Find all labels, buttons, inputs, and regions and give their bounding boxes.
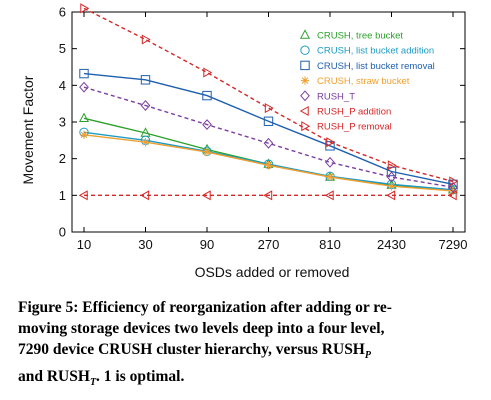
- data-point: [203, 67, 213, 78]
- legend-entry-label: RUSH_P removal: [317, 122, 392, 133]
- legend-marker: [301, 121, 311, 132]
- y-tick-label: 1: [59, 188, 66, 203]
- data-point: [79, 130, 89, 140]
- legend-entry-label: RUSH_T: [317, 91, 355, 102]
- data-point: [78, 112, 90, 123]
- data-point: [263, 137, 274, 149]
- data-point: [141, 34, 151, 45]
- y-tick-label: 0: [59, 225, 66, 240]
- line-chart: 0 1 2 3 4 5 6 10 30 90 270 810 2430 7290 CRUSH, tree…: [20, 3, 468, 280]
- legend-marker: [299, 29, 311, 39]
- figure-caption: Figure 5: Efficiency of reorganization a…: [18, 297, 480, 393]
- data-point: [387, 160, 397, 171]
- legend-marker: [300, 45, 310, 55]
- caption-line-2: moving storage devices two levels deep i…: [18, 320, 385, 337]
- series-line: [83, 72, 454, 186]
- data-point: [78, 190, 88, 201]
- data-point: [201, 190, 211, 201]
- series-5: [78, 190, 457, 201]
- x-axis-label: OSDs added or removed: [195, 264, 350, 280]
- legend-entry-label: CRUSH, straw bucket: [317, 76, 410, 87]
- x-tick-label: 10: [77, 237, 91, 252]
- x-tick-label: 30: [138, 237, 152, 252]
- data-point: [80, 3, 90, 14]
- data-point: [325, 172, 335, 182]
- x-tick-label: 7290: [439, 237, 468, 252]
- data-point: [325, 141, 335, 151]
- data-point: [79, 81, 89, 93]
- y-tick-label: 2: [59, 151, 66, 166]
- data-point: [324, 190, 334, 201]
- data-point: [263, 190, 273, 201]
- y-axis-ticks: 0 1 2 3 4 5 6: [59, 5, 465, 240]
- data-point: [264, 103, 274, 114]
- series-4: [79, 81, 458, 193]
- data-point: [387, 181, 396, 191]
- y-tick-label: 3: [59, 115, 66, 130]
- data-point: [447, 190, 457, 201]
- data-point: [202, 90, 212, 101]
- data-point: [263, 116, 274, 126]
- y-tick-label: 6: [59, 5, 66, 20]
- caption-subscript-t: T: [89, 377, 97, 389]
- legend-marker: [300, 76, 310, 85]
- data-point: [202, 119, 212, 131]
- series-lines: [78, 3, 459, 201]
- series-line: [83, 86, 454, 188]
- y-tick-label: 4: [59, 78, 66, 93]
- legend-entry-label: CRUSH, list bucket addition: [317, 46, 434, 57]
- data-point: [140, 75, 151, 85]
- legend-marker: [300, 90, 310, 102]
- legend-marker: [300, 60, 310, 71]
- legend-marker: [299, 105, 309, 117]
- caption-subscript-p: P: [364, 350, 371, 362]
- data-point: [325, 156, 335, 168]
- y-tick-label: 5: [59, 41, 66, 56]
- series-6: [80, 3, 459, 187]
- x-axis-ticks: 10 30 90 270 810 2430 7290: [77, 12, 468, 252]
- data-point: [140, 190, 150, 201]
- series-line: [83, 7, 454, 183]
- caption-line-3: 7290 device CRUSH cluster hierarchy, ver…: [18, 341, 365, 358]
- data-point: [448, 186, 458, 196]
- data-point: [386, 190, 396, 201]
- series-2: [79, 68, 458, 190]
- y-axis-label: Movement Factor: [20, 75, 36, 184]
- data-point: [326, 137, 336, 148]
- x-tick-label: 90: [200, 237, 214, 252]
- data-point: [140, 100, 151, 111]
- data-point: [386, 171, 397, 183]
- data-point: [79, 68, 89, 79]
- caption-line-4: and RUSH: [18, 368, 90, 386]
- data-point: [141, 137, 150, 147]
- data-point: [264, 161, 273, 170]
- legend-entry-label: RUSH_P addition: [317, 107, 391, 118]
- caption-line-1: Figure 5: Efficiency of reorganization a…: [18, 299, 392, 316]
- series-line: [83, 117, 454, 191]
- legend-entry-label: CRUSH, list bucket removal: [317, 61, 435, 72]
- x-tick-label: 270: [258, 237, 280, 252]
- caption-line-4-end: . 1 is optimal.: [96, 368, 185, 386]
- x-tick-label: 810: [319, 237, 341, 252]
- x-tick-label: 2430: [377, 237, 406, 252]
- legend-entry-label: CRUSH, tree bucket: [317, 31, 403, 42]
- data-point: [449, 176, 459, 187]
- legend: CRUSH, tree bucket CRUSH, list bucket add…: [299, 29, 435, 133]
- data-point: [202, 147, 212, 157]
- series-3: [79, 130, 458, 196]
